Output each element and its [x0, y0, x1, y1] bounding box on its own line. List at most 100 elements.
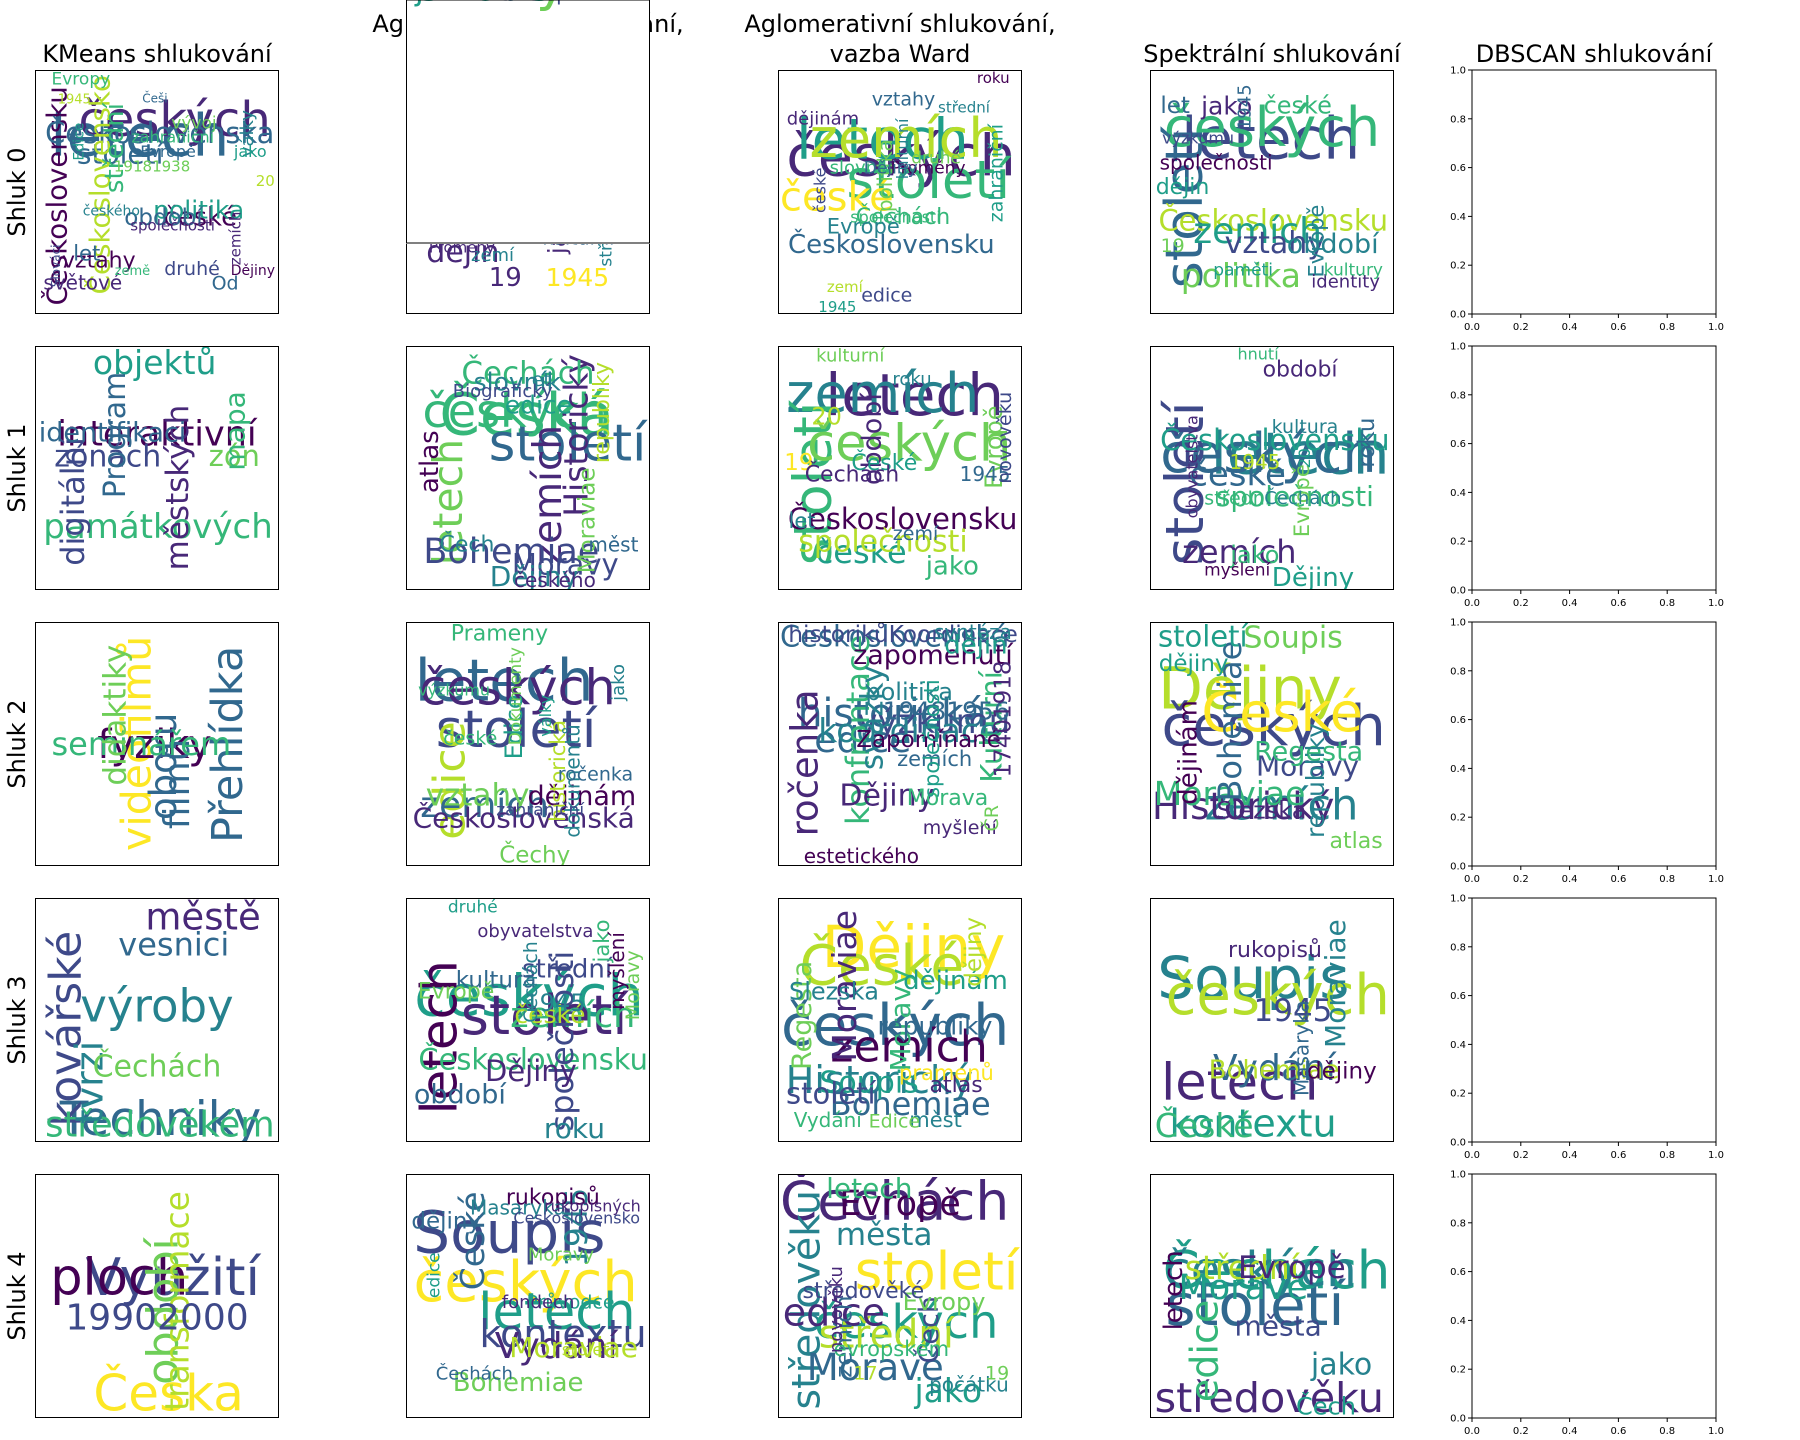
wordcloud-c3-r0-word-3: Československu [1159, 203, 1389, 237]
wordcloud-c2-r4-word-2: středověku [784, 1190, 830, 1409]
wordcloud-c1-r3-word-13: Evropě [418, 980, 494, 1005]
wordcloud-c2-r0-word-3: století [846, 150, 1012, 211]
wordcloud-c3-r0-word-1: českých [1164, 96, 1380, 159]
wordcloud-c3-r1-word-12: 1945 [1230, 450, 1281, 474]
wordcloud-c2-r2-word-16: 17401918 [990, 660, 1016, 777]
wordcloud-c2-r0-word-6: Čechách [856, 204, 950, 230]
wordcloud-c1-r1-word-12: edice [505, 390, 572, 419]
column-title-0: KMeans shlukování [42, 40, 273, 68]
wordcloud-c2-r2-background [778, 622, 1022, 866]
wordcloud-c3-r1-word-10: období [1263, 357, 1339, 382]
wordcloud-c1-r1-word-0: Česká [439, 380, 614, 449]
wordcloud-c3-r2-word-4: Historický [1152, 785, 1334, 828]
wordcloud-c2-r0-word-23: střední [938, 99, 991, 117]
wordcloud-c3-r3-word-5: České [1155, 1105, 1254, 1145]
wordcloud-c0-r2-word-6: didaktiky [98, 645, 134, 786]
wordcloud-c1-r2-word-13: ročenka [558, 763, 634, 785]
wordcloud-c2-r2-word-0: Československá [780, 620, 1009, 654]
wordcloud-c1-r5-frame [406, 0, 650, 244]
wordcloud-c1-r1-word-1: století [489, 415, 648, 474]
wordcloud-c2-r1-word-18: roku [892, 369, 931, 390]
empty-axes-r4-frame [1471, 1173, 1717, 1419]
wordcloud-c0-r2-word-4: filmů [157, 739, 198, 830]
wordcloud-c1-r0-word-10: 1945 [546, 263, 610, 292]
wordcloud-c1-r4-word-2: letech [478, 1283, 635, 1342]
wordcloud-c1-r5-word-14: středověké [413, 0, 529, 5]
wordcloud-c2-r1-frame [778, 346, 1022, 590]
empty-axes-r4-xtick-label-0: 0.0 [1464, 1426, 1480, 1437]
wordcloud-c2-r0-word-22: zemí [827, 278, 864, 296]
empty-axes-r1-xtick-label-5: 1.0 [1708, 598, 1724, 609]
wordcloud-c2-r0-word-10: vztahy [872, 89, 936, 111]
wordcloud-c3-r2-word-3: zemích [1205, 780, 1359, 830]
wordcloud-c2-r4-background [778, 1174, 1022, 1418]
wordcloud-c2-r0-word-9: zahraniční [986, 123, 1008, 222]
empty-axes-r0-ytick-label-1: 0.2 [1450, 261, 1466, 272]
wordcloud-c2-r3-word-4: Historický [786, 1058, 973, 1102]
empty-axes-r1-ytick-label-4: 0.8 [1450, 390, 1466, 401]
wordcloud-c3-r3-word-4: Vydání [1213, 1048, 1337, 1089]
wordcloud-c0-r1-word-0: památkových [43, 507, 272, 547]
wordcloud-c1-r3-word-9: střední [522, 955, 613, 985]
wordcloud-c3-r2-word-6: Bohemiae [1211, 641, 1249, 802]
wordcloud-c0-r0-word-26: Edice [71, 123, 87, 161]
wordcloud-c0-r0-word-12: světové [43, 270, 122, 294]
wordcloud-c0-r1-word-4: městských [160, 405, 196, 571]
wordcloud-c2-r3-word-12: republiky [878, 1012, 993, 1041]
empty-axes-r2-xtick-label-1: 0.2 [1513, 874, 1529, 885]
wordcloud-c3-r3-word-3: kontextu [1170, 1101, 1337, 1145]
wordcloud-c3-r1-word-2: století [1155, 399, 1216, 565]
wordcloud-c2-r4-word-7: Evropě [839, 1184, 961, 1224]
wordcloud-c3-r4-background [1150, 1174, 1394, 1418]
wordcloud-c3-r2-word-12: republiky [1301, 723, 1330, 838]
wordcloud-c3-r4-word-5: Moravě [1179, 1268, 1309, 1308]
wordcloud-c3-r2-word-2: České [1201, 681, 1363, 744]
wordcloud-c1-r3-word-6: Dějiny [485, 1054, 577, 1088]
wordcloud-c2-r2-word-11: zapomenutí [853, 640, 1014, 671]
wordcloud-c1-r1-word-14: republiky [590, 362, 615, 463]
wordcloud-c3-r2-background [1150, 622, 1394, 866]
wordcloud-c3-r1-word-4: české [1189, 454, 1286, 494]
wordcloud-c2-r1-word-4: Československu [788, 502, 1018, 536]
empty-axes-r4-ytick-label-2: 0.4 [1450, 1316, 1466, 1327]
wordcloud-c0-r2: Přehlídka videofilmůfyzikyoborufilmůsemin… [35, 622, 279, 866]
wordcloud-c1-r3-word-1: století [461, 984, 630, 1047]
wordcloud-c0-r0-word-30: Češi [142, 91, 167, 106]
wordcloud-c1-r4-word-10: rukopisů [506, 1185, 600, 1210]
wordcloud-c3-r2-word-5: Moraviae [1154, 774, 1306, 813]
empty-axes-r3-xtick-label-4: 0.8 [1659, 1150, 1675, 1161]
wordcloud-c2-r0-word-12: dějinám [787, 109, 859, 130]
wordcloud-c2-r2-word-20: estetického [804, 844, 919, 868]
wordcloud-c1-r4-word-12: Průvodce [527, 1292, 615, 1314]
wordcloud-c2-r0-word-20: 1945 [818, 298, 856, 316]
wordcloud-c2-r0-word-17: kulturní [893, 118, 912, 179]
wordcloud-c0-r2-word-3: oboru [142, 713, 185, 820]
wordcloud-c1-r2-word-10: Prameny [451, 622, 548, 647]
wordcloud-c2-r4-word-19: novověku [826, 1266, 847, 1353]
wordcloud-c0-r2-frame [35, 622, 279, 866]
wordcloud-c1-r4-word-5: České [452, 1191, 492, 1290]
wordcloud-c3-r0-word-5: politika [1181, 256, 1301, 295]
wordcloud-c3-r0-word-13: společnosti [1160, 151, 1273, 175]
wordcloud-c3-r2-frame [1150, 622, 1394, 866]
wordcloud-c0-r4-background [35, 1174, 279, 1418]
wordcloud-c3-r4-word-4: edice [1182, 1300, 1226, 1402]
wordcloud-c2-r0-word-19: společnosti [850, 207, 940, 226]
wordcloud-c2-r3-word-2: České [800, 933, 965, 998]
wordcloud-c0-r3-word-6: vesnici [118, 926, 229, 964]
wordcloud-c2-r1-word-9: Evropě [980, 405, 1008, 488]
wordcloud-c2-r1-word-2: století [783, 399, 844, 565]
wordcloud-c0-r0-word-7: české [163, 203, 237, 233]
wordcloud-c0-r0-word-27: Dějiny [231, 263, 275, 279]
wordcloud-c0-r3-frame [35, 898, 279, 1142]
wordcloud-c1-r3-word-3: Československu [418, 1043, 648, 1077]
wordcloud-c0-r0-word-22: zemích [226, 212, 244, 266]
wordcloud-c0-r0-word-25: českého [83, 203, 140, 219]
wordcloud-c1-r5-word-0: století [415, 0, 596, 14]
wordcloud-c3-r2-word-9: Moravy [1256, 749, 1359, 782]
empty-axes-r1-ytick-label-3: 0.6 [1450, 439, 1466, 450]
empty-axes-r0-ytick-label-3: 0.6 [1450, 163, 1466, 174]
